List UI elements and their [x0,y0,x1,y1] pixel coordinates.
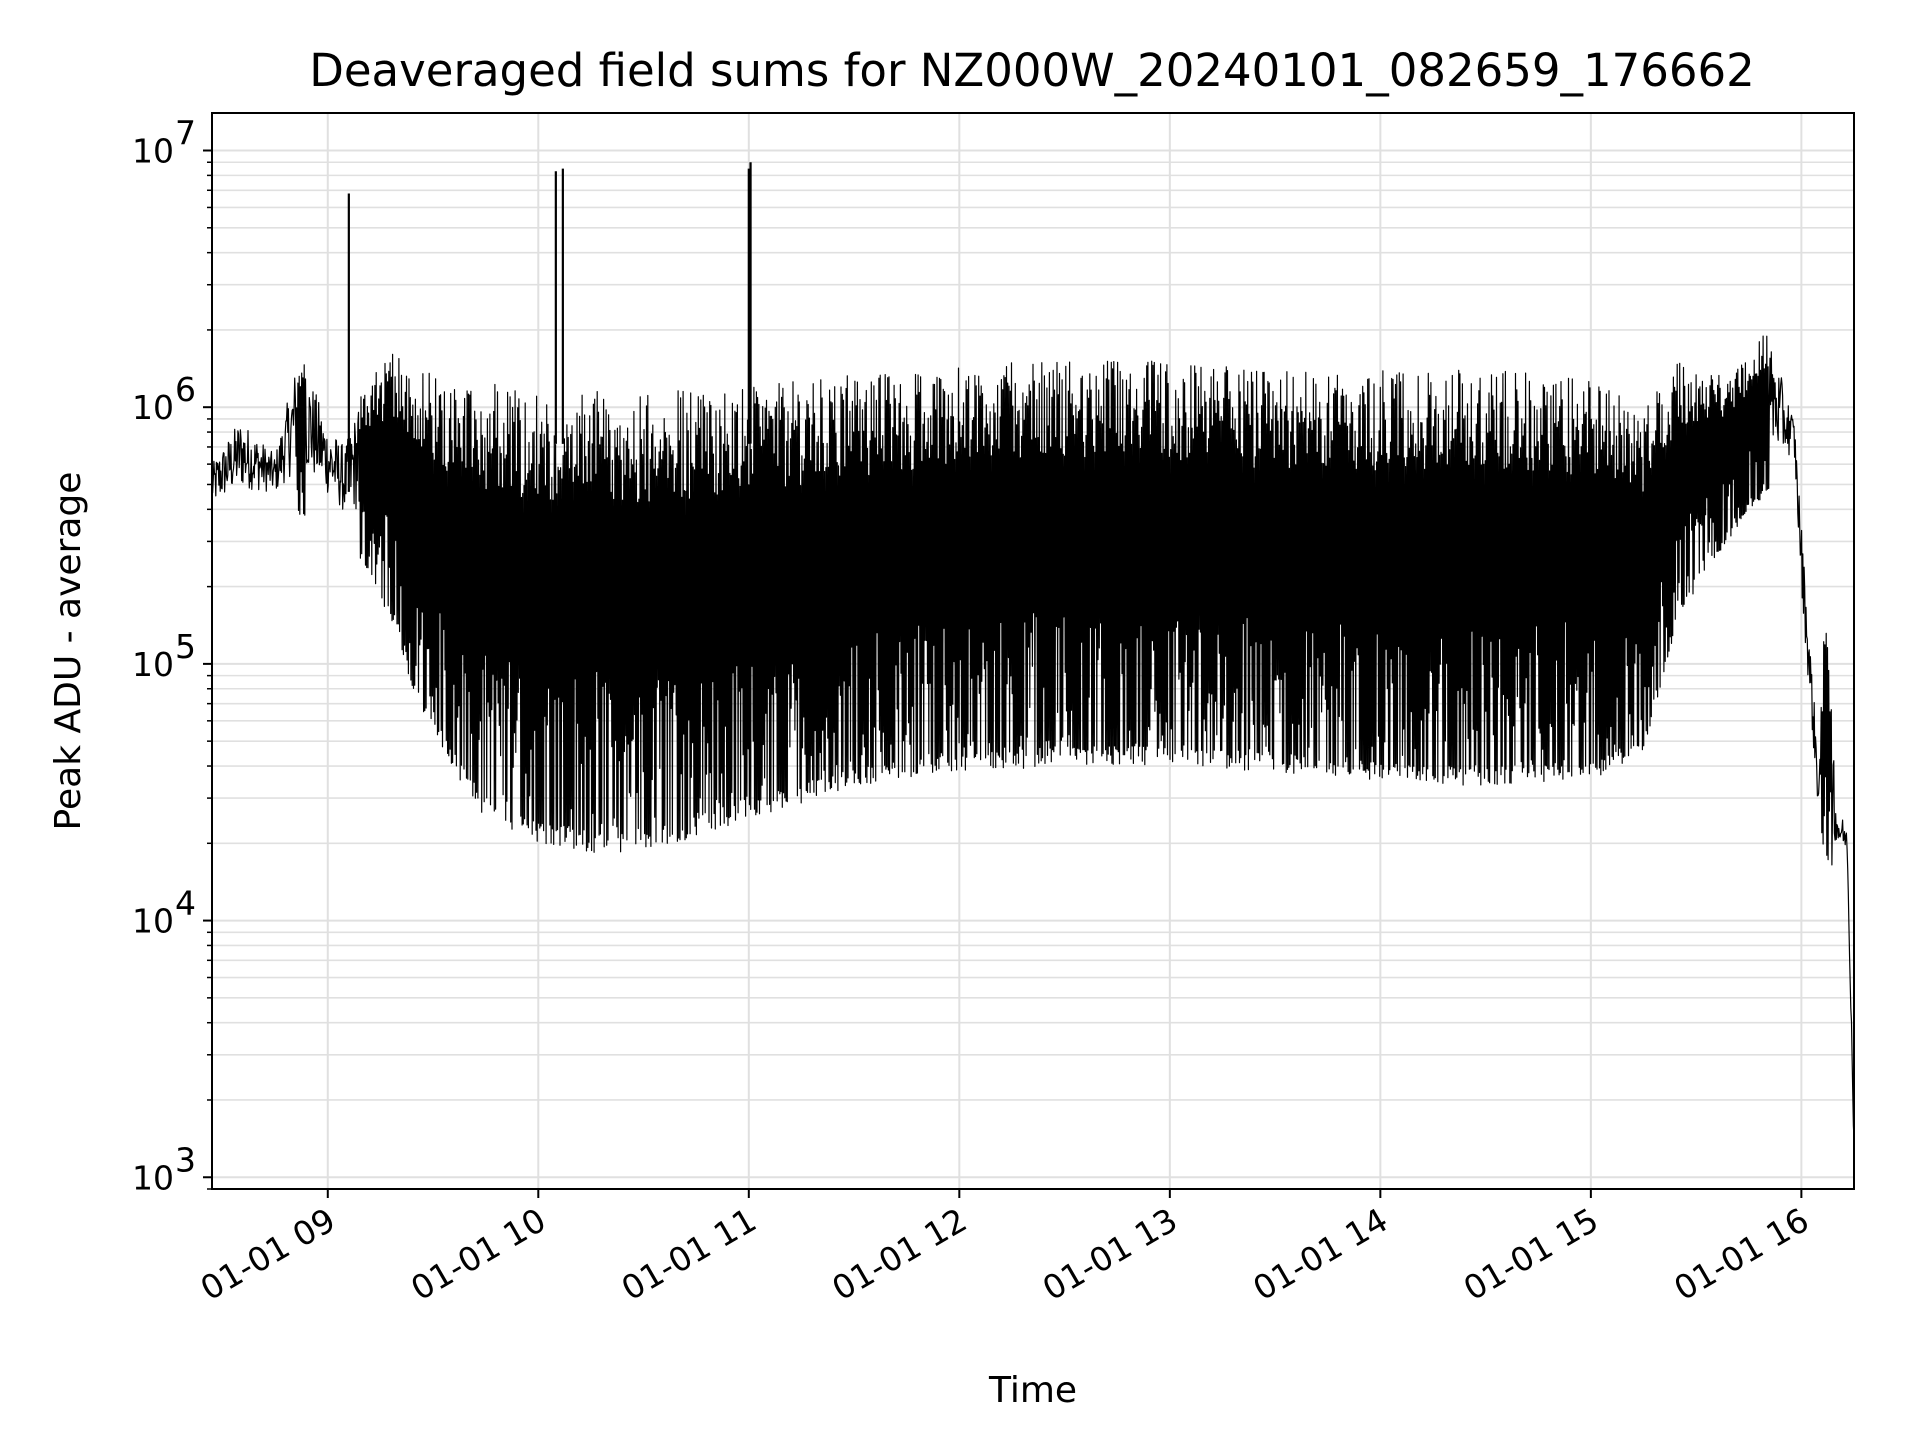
x-tick-label: 01-01 16 [1667,1200,1815,1308]
x-tick-label: 01-01 15 [1457,1200,1605,1308]
y-tick-label: 10 [132,645,174,684]
data-series [211,162,1855,1139]
y-tick-exponent: 5 [175,627,196,666]
y-tick-exponent: 7 [175,114,196,153]
y-tick-label: 10 [132,388,174,427]
x-tick-label: 01-01 11 [615,1200,763,1308]
chart-title: Deaveraged field sums for NZ000W_2024010… [309,44,1755,97]
y-tick-label: 10 [132,1158,174,1197]
series-line [211,335,1855,1139]
y-tick-exponent: 6 [175,370,196,409]
y-tick-exponent: 3 [175,1140,196,1179]
x-axis-label: Time [988,1370,1077,1411]
y-tick-label: 10 [132,902,174,941]
plot-frame [211,112,1855,1190]
x-axis-ticks: 01-01 09 01-01 10 01-01 11 01-01 12 01-01 13… [194,1189,1815,1308]
x-tick-label: 01-01 12 [825,1200,973,1308]
y-tick-label: 10 [132,132,174,171]
y-tick-exponent: 4 [175,884,196,923]
x-tick-label: 01-01 09 [194,1200,342,1308]
x-tick-label: 01-01 10 [404,1200,552,1308]
x-tick-label: 01-01 13 [1036,1200,1184,1308]
y-axis-label: Peak ADU - average [48,472,89,831]
x-tick-label: 01-01 14 [1246,1200,1394,1308]
